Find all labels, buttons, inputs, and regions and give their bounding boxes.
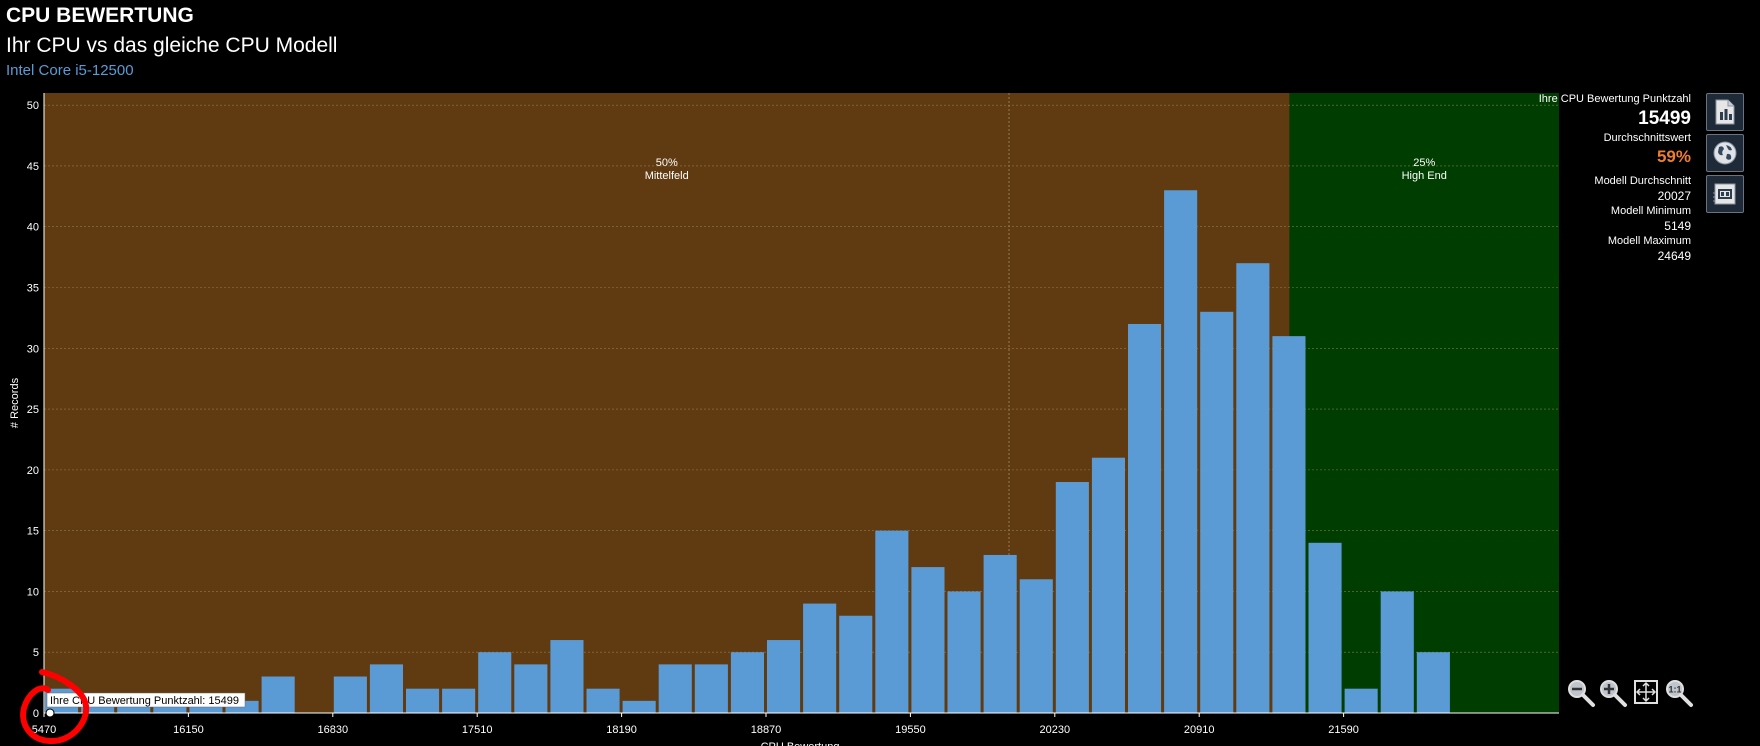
model-minimum-label: Modell Minimum — [1610, 205, 1691, 217]
y-tick-label: 20 — [27, 465, 39, 477]
histogram-bar[interactable] — [550, 640, 584, 713]
histogram-bar[interactable] — [1128, 323, 1162, 713]
x-tick-label: 16830 — [318, 724, 349, 736]
model-maximum-value: 24649 — [1657, 249, 1691, 263]
x-tick-label: 16150 — [173, 724, 204, 736]
zoom-out-button[interactable] — [1566, 678, 1596, 708]
zone-name-label: High End — [1402, 170, 1447, 182]
histogram-bar[interactable] — [622, 700, 656, 713]
x-tick-label: 20230 — [1040, 724, 1071, 736]
model-minimum-value: 5149 — [1664, 219, 1691, 233]
highlight-circle-annotation — [20, 669, 90, 744]
histogram-bar[interactable] — [1236, 263, 1270, 713]
stats-panel: Ihre CPU Bewertung Punktzahl 15499 Durch… — [1471, 92, 1691, 264]
zone-percent-label: 25% — [1413, 157, 1435, 169]
histogram-bar[interactable] — [1164, 190, 1198, 714]
y-tick-label: 0 — [33, 708, 39, 720]
x-tick-label: 17510 — [462, 724, 493, 736]
histogram-bar[interactable] — [514, 664, 548, 713]
histogram-bar[interactable] — [1200, 311, 1234, 713]
histogram-bar[interactable] — [1380, 591, 1414, 713]
y-tick-label: 35 — [27, 283, 39, 295]
y-tick-label: 15 — [27, 526, 39, 538]
zoom-in-button[interactable] — [1598, 678, 1628, 708]
y-tick-label: 30 — [27, 343, 39, 355]
x-tick-label: 19550 — [895, 724, 926, 736]
zoom-reset-button[interactable]: 1:1 — [1664, 678, 1694, 708]
histogram-bar[interactable] — [730, 652, 764, 713]
histogram-bar[interactable] — [1308, 542, 1342, 713]
report-button[interactable] — [1706, 93, 1744, 131]
x-axis-title: CPU Bewertung — [761, 741, 840, 746]
score-tooltip-text: Ihre CPU Bewertung Punktzahl: 15499 — [50, 695, 239, 707]
cpu-chip-icon — [1713, 183, 1736, 205]
histogram-bar[interactable] — [694, 664, 728, 713]
global-compare-button[interactable] — [1706, 134, 1744, 172]
x-tick-label: 21590 — [1328, 724, 1359, 736]
svg-text:1:1: 1:1 — [1668, 685, 1681, 695]
model-average-value: 20027 — [1657, 189, 1691, 203]
page-subtitle: Ihr CPU vs das gleiche CPU Modell — [6, 34, 338, 57]
y-tick-label: 45 — [27, 161, 39, 173]
histogram-bar[interactable] — [442, 688, 476, 713]
histogram-bar[interactable] — [1416, 652, 1450, 713]
zoom-fit-icon — [1634, 680, 1658, 704]
histogram-bar[interactable] — [478, 652, 512, 713]
x-tick-label: 5470 — [32, 724, 56, 736]
score-label: Ihre CPU Bewertung Punktzahl — [1538, 93, 1691, 105]
x-tick-label: 18870 — [751, 724, 782, 736]
histogram-bar[interactable] — [369, 664, 403, 713]
zoom-reset-icon: 1:1 — [1666, 680, 1693, 707]
y-tick-label: 25 — [27, 404, 39, 416]
score-value: 15499 — [1638, 108, 1691, 129]
y-tick-label: 10 — [27, 586, 39, 598]
histogram-bar[interactable] — [1019, 579, 1053, 713]
histogram-bar[interactable] — [1344, 688, 1378, 713]
page-title: CPU BEWERTUNG — [6, 4, 194, 27]
score-marker[interactable] — [45, 708, 55, 718]
score-tooltip — [46, 692, 246, 708]
cpu-model-link[interactable]: Intel Core i5-12500 — [6, 62, 134, 79]
histogram-bar[interactable] — [586, 688, 620, 713]
histogram-bar[interactable] — [767, 640, 801, 713]
x-tick-label: 18190 — [606, 724, 637, 736]
histogram-bar[interactable] — [1272, 336, 1306, 713]
average-value: 59% — [1656, 147, 1691, 166]
histogram-bar[interactable] — [333, 676, 367, 713]
histogram-bar[interactable] — [839, 615, 873, 713]
y-tick-label: 50 — [27, 100, 39, 112]
histogram-bar[interactable] — [875, 530, 909, 713]
y-axis-title: # Records — [9, 377, 21, 428]
report-icon — [1715, 99, 1735, 125]
zoom-fit-button[interactable] — [1632, 678, 1662, 708]
hardware-button[interactable] — [1706, 175, 1744, 213]
y-tick-label: 5 — [33, 647, 39, 659]
histogram-bar[interactable] — [261, 676, 295, 713]
histogram-bar[interactable] — [1091, 457, 1125, 713]
histogram-bar[interactable] — [1055, 482, 1089, 713]
zone-percent-label: 50% — [656, 157, 678, 169]
histogram-bar[interactable] — [911, 567, 945, 713]
histogram-bar[interactable] — [983, 554, 1017, 713]
zoom-in-icon — [1600, 680, 1627, 707]
globe-icon — [1713, 141, 1737, 165]
histogram-bar[interactable] — [658, 664, 692, 713]
zoom-out-icon — [1568, 680, 1595, 707]
histogram-bar[interactable] — [803, 603, 837, 713]
zone-name-label: Mittelfeld — [645, 170, 689, 182]
x-tick-label: 20910 — [1184, 724, 1215, 736]
histogram-bar[interactable] — [406, 688, 440, 713]
y-tick-label: 40 — [27, 222, 39, 234]
model-maximum-label: Modell Maximum — [1607, 235, 1691, 247]
histogram-bar[interactable] — [947, 591, 981, 713]
average-label: Durchschnittswert — [1603, 132, 1691, 144]
model-average-label: Modell Durchschnitt — [1594, 175, 1691, 187]
